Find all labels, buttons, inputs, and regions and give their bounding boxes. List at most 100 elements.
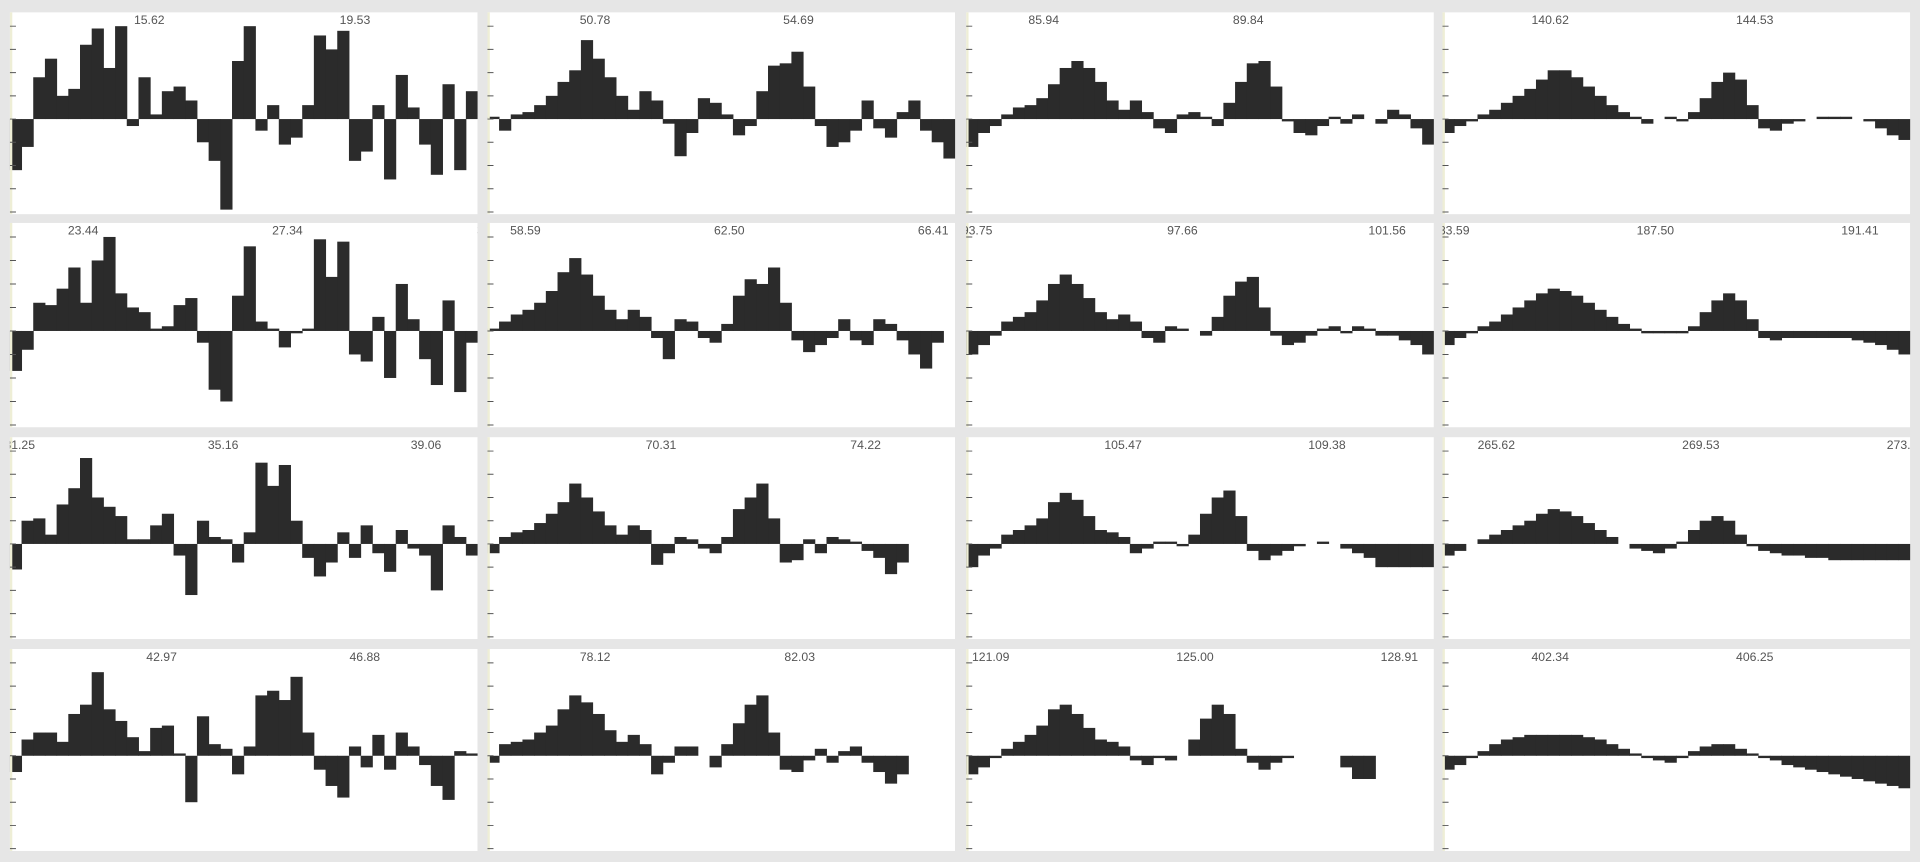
bar xyxy=(1281,543,1295,551)
bar xyxy=(1828,116,1841,120)
bar xyxy=(487,116,500,120)
bar xyxy=(1676,330,1689,334)
bar xyxy=(1512,95,1525,120)
panel: 58.59 62.50 66.41 xyxy=(487,222,956,428)
bar xyxy=(1106,319,1119,331)
bar xyxy=(1012,741,1026,756)
bar xyxy=(1454,755,1467,766)
bar xyxy=(545,95,559,120)
bar xyxy=(1422,330,1434,355)
bar xyxy=(1153,541,1166,544)
bar xyxy=(1535,734,1549,756)
bar xyxy=(430,119,443,175)
bar xyxy=(1316,119,1330,127)
x-tick-label: 191.41 xyxy=(1841,224,1879,238)
bar xyxy=(1582,302,1595,331)
bar xyxy=(1746,105,1759,120)
panel-edge xyxy=(9,437,13,640)
bar xyxy=(1188,112,1201,120)
panel-edge xyxy=(1442,648,1445,851)
bar xyxy=(1012,107,1026,120)
bar xyxy=(68,88,81,120)
bar xyxy=(1594,530,1607,544)
bar xyxy=(1559,291,1572,331)
bar xyxy=(1898,543,1911,561)
bar xyxy=(1047,283,1061,331)
bar xyxy=(510,741,523,756)
bar xyxy=(1828,543,1841,561)
bar xyxy=(1699,520,1712,544)
bar xyxy=(1141,330,1154,339)
bar xyxy=(510,114,523,120)
bar xyxy=(1001,534,1014,544)
bar xyxy=(1758,755,1771,759)
bar xyxy=(814,330,827,346)
bar xyxy=(360,330,373,362)
panel-edge xyxy=(1442,437,1445,640)
bar xyxy=(1398,330,1411,341)
bar xyxy=(21,119,34,147)
bar xyxy=(1571,516,1584,544)
bar xyxy=(161,326,175,331)
bar xyxy=(68,713,81,756)
bar xyxy=(1305,330,1318,336)
bar xyxy=(255,119,268,131)
bar xyxy=(1129,321,1143,331)
x-tick-label: 82.03 xyxy=(784,650,815,664)
bar xyxy=(1059,67,1072,120)
bar xyxy=(278,330,291,348)
bar xyxy=(1235,81,1248,120)
bar xyxy=(1246,63,1259,120)
bar xyxy=(33,518,46,544)
bar xyxy=(255,695,268,756)
panel: 183.59 187.50 191.41 xyxy=(1442,222,1911,428)
bar xyxy=(977,330,990,346)
bar xyxy=(779,63,792,120)
bar xyxy=(1246,276,1259,331)
bar xyxy=(220,119,233,210)
panel: 50.78 54.69 xyxy=(487,12,956,215)
bar xyxy=(803,86,816,120)
bar xyxy=(1328,116,1341,120)
bar xyxy=(255,321,268,331)
bar xyxy=(1083,67,1096,120)
bar xyxy=(1281,330,1295,346)
bar xyxy=(849,541,863,544)
panel: 121.09 125.00 128.91 xyxy=(966,648,1434,851)
bar xyxy=(1270,86,1283,120)
bar xyxy=(1363,755,1376,779)
bar xyxy=(615,534,629,544)
bar xyxy=(1422,543,1434,568)
bar xyxy=(1340,330,1353,334)
bar xyxy=(407,107,420,120)
bar xyxy=(1094,312,1107,331)
bar xyxy=(1781,330,1794,339)
bar xyxy=(407,319,420,331)
bar xyxy=(325,543,338,563)
bar xyxy=(44,732,58,756)
bar xyxy=(1328,326,1341,331)
bar xyxy=(1211,497,1224,544)
bar xyxy=(161,725,175,756)
bar xyxy=(686,746,699,756)
bar xyxy=(185,755,198,803)
bar xyxy=(454,751,467,756)
x-tick-label: 70.31 xyxy=(646,438,677,452)
bar xyxy=(313,239,327,331)
bar xyxy=(1352,326,1365,331)
bar xyxy=(1489,744,1502,756)
x-tick-label: 62.50 xyxy=(714,224,745,238)
bar xyxy=(1839,330,1853,339)
bar xyxy=(861,330,874,346)
panel: 105.47 109.38 xyxy=(966,437,1434,640)
bar xyxy=(768,65,781,120)
bar xyxy=(1281,755,1295,759)
bar xyxy=(1734,748,1747,756)
bar xyxy=(1816,543,1829,558)
bar xyxy=(1734,534,1747,544)
bar xyxy=(1559,511,1572,544)
bar xyxy=(395,74,408,120)
bar xyxy=(9,330,23,371)
